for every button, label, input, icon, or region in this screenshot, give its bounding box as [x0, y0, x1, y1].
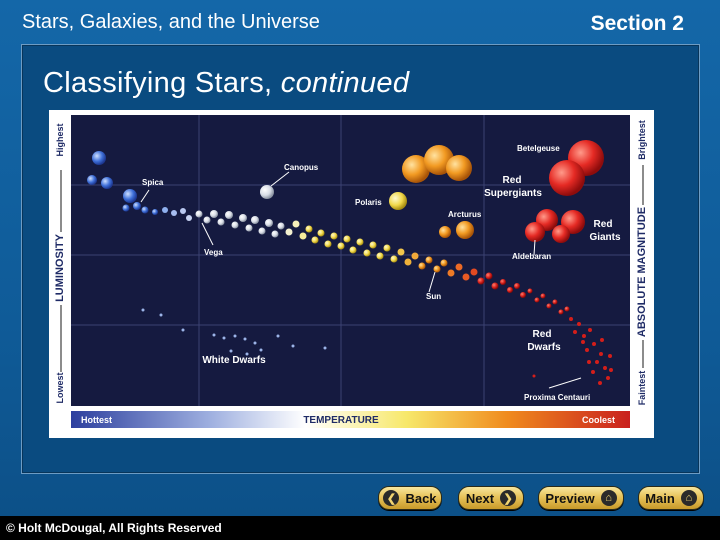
label-red-dwarfs-1: Red: [533, 329, 552, 340]
luminosity-high-label: Highest: [55, 123, 65, 156]
label-vega: Vega: [204, 248, 223, 257]
magnitude-axis: Brightest ABSOLUTE MAGNITUDE Faintest: [636, 120, 648, 405]
white-dwarf-dots: [141, 308, 327, 356]
main-button-label: Main: [645, 490, 675, 506]
label-red-supergiants-2: Supergiants: [484, 188, 542, 199]
label-red-giants-2: Giants: [589, 232, 621, 243]
label-red-dwarfs-2: Dwarfs: [527, 342, 561, 353]
home-icon: ⌂: [600, 490, 617, 506]
hr-diagram: Highest LUMINOSITY Lowest Brightest ABSO…: [49, 110, 654, 438]
star-polaris: [389, 192, 407, 210]
luminosity-axis-label: LUMINOSITY: [54, 233, 66, 301]
chevron-right-icon: ❯: [500, 490, 517, 506]
back-button-label: Back: [405, 490, 437, 506]
label-sun: Sun: [426, 292, 441, 301]
magnitude-high-label: Brightest: [637, 120, 647, 160]
home-icon: ⌂: [680, 490, 697, 506]
section-label: Section 2: [590, 12, 684, 35]
label-proxima-centauri: Proxima Centauri: [524, 393, 590, 402]
label-white-dwarfs: White Dwarfs: [202, 355, 266, 366]
slide-title: Classifying Stars, continued: [43, 67, 409, 100]
pointer-lines: [140, 171, 582, 389]
chevron-left-icon: ❮: [383, 490, 400, 506]
star-arcturus: [456, 221, 474, 239]
luminosity-axis: Highest LUMINOSITY Lowest: [54, 123, 66, 403]
temperature-axis-label: TEMPERATURE: [303, 415, 379, 426]
named-giants: [260, 140, 604, 243]
slide-title-main: Classifying Stars,: [43, 67, 281, 99]
label-red-giants-1: Red: [594, 219, 613, 230]
temperature-cool-label: Coolest: [582, 415, 615, 425]
next-button[interactable]: Next ❯: [458, 486, 524, 510]
main-button[interactable]: Main ⌂: [638, 486, 704, 510]
giant-orange-1: [402, 155, 430, 183]
giant-arcturus-companion: [439, 226, 451, 238]
preview-button-label: Preview: [545, 490, 595, 506]
hr-diagram-svg: Highest LUMINOSITY Lowest Brightest ABSO…: [54, 115, 648, 428]
copyright-text: © Holt McDougal, All Rights Reserved: [6, 521, 222, 535]
star-canopus: [260, 185, 274, 199]
footer-bar: [0, 516, 720, 540]
luminosity-low-label: Lowest: [55, 372, 65, 403]
plot-area: [71, 115, 630, 406]
label-canopus: Canopus: [284, 163, 319, 172]
label-spica: Spica: [142, 178, 164, 187]
red-giant-3: [552, 225, 570, 243]
temperature-bar: Hottest TEMPERATURE Coolest: [71, 411, 630, 428]
temperature-hot-label: Hottest: [81, 415, 112, 425]
header-title: Stars, Galaxies, and the Universe: [22, 11, 320, 33]
red-supergiant-2: [549, 160, 585, 196]
main-sequence: [87, 151, 613, 385]
magnitude-low-label: Faintest: [637, 371, 647, 406]
next-button-label: Next: [465, 490, 495, 506]
label-red-supergiants-1: Red: [503, 175, 522, 186]
preview-button[interactable]: Preview ⌂: [538, 486, 624, 510]
label-polaris: Polaris: [355, 198, 382, 207]
magnitude-axis-label: ABSOLUTE MAGNITUDE: [636, 207, 648, 337]
label-aldebaran: Aldebaran: [512, 252, 551, 261]
label-arcturus: Arcturus: [448, 210, 482, 219]
slide-title-italic: continued: [280, 67, 410, 99]
giant-orange-3: [446, 155, 472, 181]
back-button[interactable]: ❮ Back: [378, 486, 442, 510]
label-betelgeuse: Betelgeuse: [517, 144, 560, 153]
grid-lines: [71, 115, 630, 406]
star-aldebaran: [525, 222, 545, 242]
